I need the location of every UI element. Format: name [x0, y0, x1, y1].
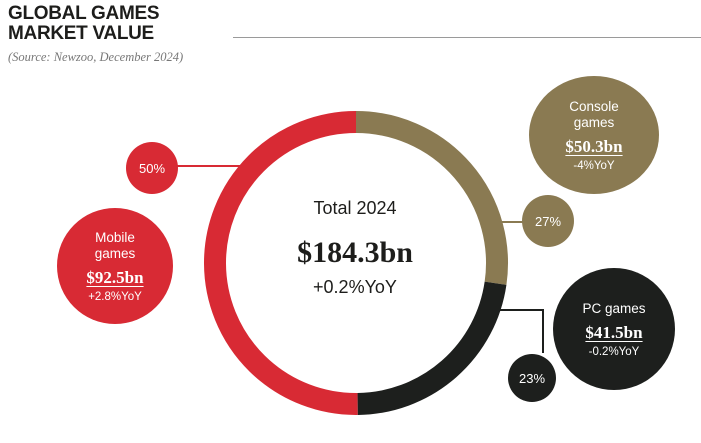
console-value: $50.3bn — [565, 136, 623, 156]
pct-label-console: 27% — [534, 213, 562, 229]
chart-title: GLOBAL GAMES MARKET VALUE — [8, 3, 160, 44]
mobile-value: $92.5bn — [86, 267, 144, 287]
pct-label-pc: 23% — [518, 370, 546, 386]
mobile-name: Mobile games — [94, 229, 136, 261]
console-yoy: -4%YoY — [573, 159, 615, 172]
total-value: $184.3bn — [297, 236, 413, 269]
pct-badge-mobile: 50% — [126, 142, 178, 194]
bubble-mobile-games: Mobile games $92.5bn +2.8%YoY — [57, 208, 173, 324]
pc-value: $41.5bn — [585, 322, 643, 342]
bubble-pc-games: PC games $41.5bn -0.2%YoY — [553, 268, 675, 390]
bubble-console-games: Console games $50.3bn -4%YoY — [529, 76, 659, 194]
segment-pc — [357, 281, 507, 415]
title-line-1: GLOBAL GAMES — [8, 3, 160, 24]
pc-yoy: -0.2%YoY — [588, 345, 640, 358]
segment-console — [355, 111, 508, 285]
pct-badge-pc: 23% — [508, 354, 556, 402]
source-note: (Source: Newzoo, December 2024) — [8, 50, 184, 64]
pct-label-mobile: 50% — [138, 160, 166, 176]
total-label: Total 2024 — [313, 198, 397, 218]
segment-mobile — [204, 111, 358, 415]
console-name: Console games — [569, 98, 619, 130]
pc-name: PC games — [582, 300, 646, 316]
pct-badge-console: 27% — [522, 195, 574, 247]
title-line-2: MARKET VALUE — [8, 23, 154, 44]
total-yoy: +0.2%YoY — [313, 277, 397, 297]
mobile-yoy: +2.8%YoY — [88, 290, 142, 303]
connector-pc — [498, 309, 544, 353]
header-rule — [233, 37, 701, 38]
